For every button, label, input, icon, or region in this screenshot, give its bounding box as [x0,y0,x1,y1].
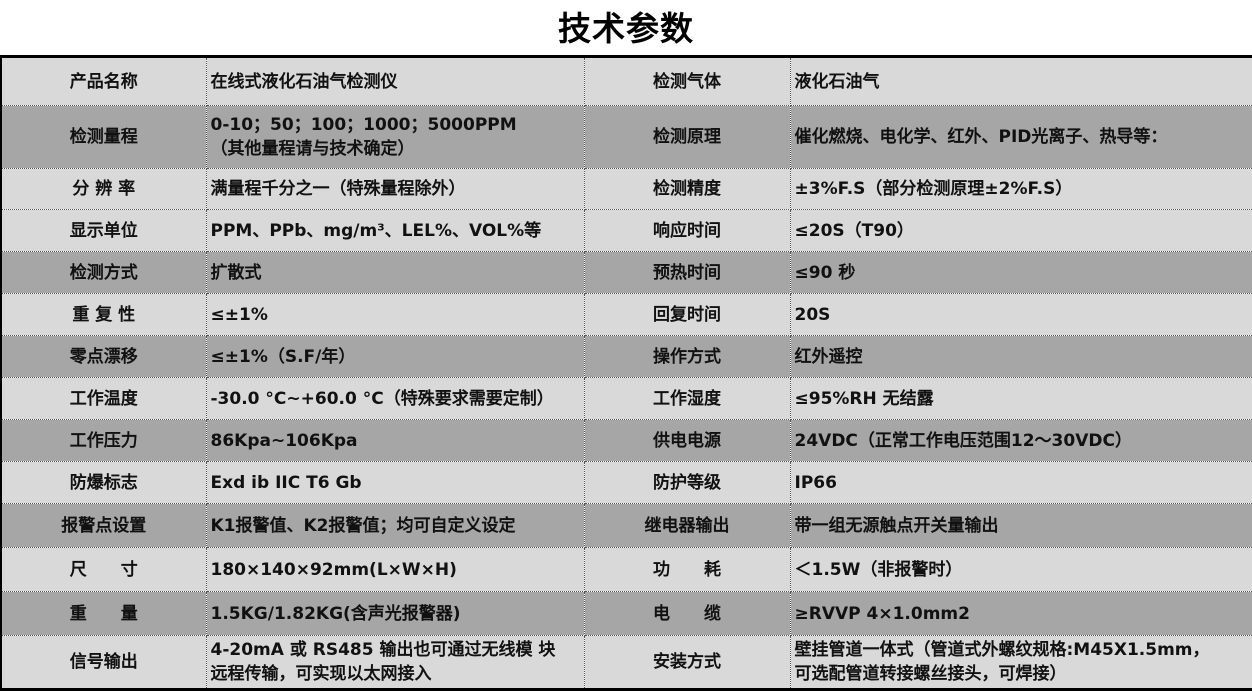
param-value: ≤90 秒 [789,251,1252,294]
param-value: 液化石油气 [789,56,1252,106]
param-value: 20S [789,293,1252,336]
param-label: 工作湿度 [583,377,791,420]
param-value: 24VDC（正常工作电压范围12～30VDC） [789,419,1252,462]
param-label: 工作温度 [0,377,207,420]
param-value: K1报警值、K2报警值；均可自定义设定 [205,503,585,548]
param-label: 预热时间 [583,251,791,294]
param-value: ＜1.5W（非报警时） [789,547,1252,592]
param-label: 电 缆 [583,591,791,636]
table-row: 检测方式 扩散式 预热时间 ≤90 秒 [0,251,1252,294]
param-label: 尺 寸 [0,547,207,592]
table-row: 防爆标志 Exd ib IIC T6 Gb 防护等级 IP66 [0,461,1252,504]
param-value: 86Kpa~106Kpa [205,419,585,462]
param-value: 4-20mA 或 RS485 输出也可通过无线模 块 远程传输，可实现以太网接入 [205,635,585,690]
spec-table: 产品名称 在线式液化石油气检测仪 检测气体 液化石油气 检测量程 0-10；50；100；… [0,55,1252,691]
param-value: 壁挂管道一体式（管道式外螺纹规格:M45X1.5mm， 可选配管道转接螺丝接头，… [789,635,1252,690]
param-value: 扩散式 [205,251,585,294]
param-label: 检测原理 [583,105,791,169]
param-label: 供电电源 [583,419,791,462]
table-row: 分 辨 率满量程千分之一（特殊量程除外） 检测精度 ±3%F.S（部分检测原理±2%… [0,168,1252,210]
param-value: PPM、PPb、mg/m³、LEL%、VOL%等 [205,209,585,252]
param-value: ≥RVVP 4×1.0mm2 [789,591,1252,636]
param-label: 信号输出 [0,635,207,690]
param-value: 红外遥控 [789,335,1252,378]
param-label: 检测方式 [0,251,207,294]
table-row: 尺 寸 180×140×92mm(L×W×H) 功 耗＜1.5W（非报警时） [0,547,1252,592]
table-row: 工作温度 -30.0 °C~+60.0 °C（特殊要求需要定制） 工作湿度 ≤95%R… [0,377,1252,420]
table-row: 信号输出 4-20mA 或 RS485 输出也可通过无线模 块 远程传输，可实现以… [0,635,1252,690]
table-row: 显示单位 PPM、PPb、mg/m³、LEL%、VOL%等 响应时间 ≤20S（T90… [0,209,1252,252]
param-value: 1.5KG/1.82KG(含声光报警器) [205,591,585,636]
param-value: 0-10；50；100；1000；5000PPM （其他量程请与技术确定） [205,105,585,169]
param-label: 工作压力 [0,419,207,462]
param-label: 产品名称 [0,56,207,106]
param-value: ≤±1%（S.F/年） [205,335,585,378]
param-label: 重 量 [0,591,207,636]
param-label: 响应时间 [583,209,791,252]
table-row: 报警点设置 K1报警值、K2报警值；均可自定义设定 继电器输出 带一组无源触点开关量输… [0,503,1252,548]
table-row: 重 复 性 ≤±1% 回复时间 20S [0,293,1252,336]
param-value: ≤95%RH 无结露 [789,377,1252,420]
param-value: ≤20S（T90） [789,209,1252,252]
param-label: 防护等级 [583,461,791,504]
param-label: 继电器输出 [583,503,791,548]
param-label: 检测量程 [0,105,207,169]
param-label: 安装方式 [583,635,791,690]
table-row: 零点漂移 ≤±1%（S.F/年） 操作方式 红外遥控 [0,335,1252,378]
param-label: 检测精度 [583,168,791,210]
param-value: IP66 [789,461,1252,504]
param-value: 催化燃烧、电化学、红外、PID光离子、热导等： [789,105,1252,169]
table-row: 检测量程 0-10；50；100；1000；5000PPM （其他量程请与技术确定… [0,105,1252,169]
table-row: 工作压力 86Kpa~106Kpa 供电电源 24VDC（正常工作电压范围12～30V… [0,419,1252,462]
param-label: 零点漂移 [0,335,207,378]
param-value: 满量程千分之一（特殊量程除外） [205,168,585,210]
param-value: -30.0 °C~+60.0 °C（特殊要求需要定制） [205,377,585,420]
table-row: 产品名称 在线式液化石油气检测仪 检测气体 液化石油气 [0,56,1252,106]
param-value: 带一组无源触点开关量输出 [789,503,1252,548]
param-label: 报警点设置 [0,503,207,548]
param-label: 回复时间 [583,293,791,336]
param-value: ±3%F.S（部分检测原理±2%F.S） [789,168,1252,210]
param-label: 防爆标志 [0,461,207,504]
param-value: 在线式液化石油气检测仪 [205,56,585,106]
param-label: 分 辨 率 [0,168,207,210]
table-row: 重 量 1.5KG/1.82KG(含声光报警器) 电 缆 ≥RVVP 4×1.0mm2 [0,591,1252,636]
param-label: 功 耗 [583,547,791,592]
param-value: ≤±1% [205,293,585,336]
param-label: 重 复 性 [0,293,207,336]
param-value: 180×140×92mm(L×W×H) [205,547,585,592]
page-title: 技术参数 [558,9,694,48]
param-label: 检测气体 [583,56,791,106]
param-value: Exd ib IIC T6 Gb [205,461,585,504]
param-label: 显示单位 [0,209,207,252]
param-label: 操作方式 [583,335,791,378]
